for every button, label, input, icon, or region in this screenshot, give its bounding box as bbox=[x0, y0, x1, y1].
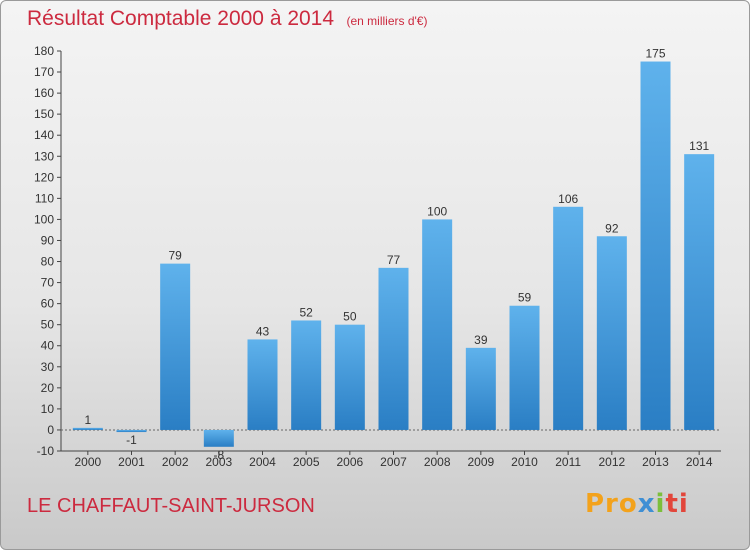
data-label-2012: 92 bbox=[605, 221, 619, 235]
bar-2000 bbox=[72, 427, 103, 430]
data-label-2013: 175 bbox=[645, 47, 665, 61]
bar-2006 bbox=[334, 324, 365, 430]
logo-part-1: Pro bbox=[585, 489, 638, 519]
x-tick-label: 2000 bbox=[74, 455, 101, 469]
data-label-2007: 77 bbox=[387, 253, 401, 267]
y-tick-label: 140 bbox=[34, 128, 54, 142]
y-tick-label: 160 bbox=[34, 86, 54, 100]
data-label-2003: -8 bbox=[213, 448, 224, 462]
y-tick-label: 0 bbox=[47, 423, 54, 437]
y-tick-label: 150 bbox=[34, 107, 54, 121]
bar-2009 bbox=[465, 347, 496, 430]
y-tick-label: 40 bbox=[41, 339, 55, 353]
bar-2002 bbox=[160, 263, 191, 430]
bar-2011 bbox=[553, 206, 584, 430]
logo-part-2: x bbox=[637, 489, 656, 519]
bar-2013 bbox=[640, 61, 671, 430]
data-label-2000: 1 bbox=[84, 413, 91, 427]
chart-bars bbox=[72, 61, 715, 447]
bar-2008 bbox=[422, 219, 453, 430]
logo-part-4: ti bbox=[665, 489, 689, 519]
bar-2004 bbox=[247, 339, 278, 430]
chart-subtitle: (en milliers d'€) bbox=[346, 14, 428, 28]
data-label-2002: 79 bbox=[168, 249, 182, 263]
y-tick-label: 110 bbox=[35, 191, 54, 205]
bar-2010 bbox=[509, 305, 540, 430]
x-tick-label: 2003 bbox=[205, 455, 232, 469]
data-label-2009: 39 bbox=[474, 333, 488, 347]
y-tick-label: -10 bbox=[37, 444, 55, 458]
y-tick-label: 50 bbox=[41, 318, 55, 332]
bar-2012 bbox=[596, 236, 627, 430]
y-tick-label: 180 bbox=[34, 44, 54, 58]
x-tick-label: 2009 bbox=[467, 455, 494, 469]
y-tick-label: 30 bbox=[41, 360, 55, 374]
data-label-2010: 59 bbox=[518, 291, 532, 305]
data-label-2008: 100 bbox=[427, 204, 447, 218]
commune-name: LE CHAFFAUT-SAINT-JURSON bbox=[27, 495, 315, 517]
y-tick-label: 120 bbox=[34, 170, 54, 184]
x-tick-label: 2001 bbox=[118, 455, 145, 469]
bar-2003 bbox=[203, 429, 234, 447]
x-tick-label: 2010 bbox=[511, 455, 538, 469]
y-tick-label: 20 bbox=[41, 381, 55, 395]
bar-2014 bbox=[684, 154, 715, 430]
data-label-2014: 131 bbox=[689, 139, 709, 153]
x-tick-label: 2005 bbox=[293, 455, 320, 469]
chart-title-main: Résultat Comptable 2000 à 2014 bbox=[27, 7, 335, 30]
bar-2007 bbox=[378, 267, 409, 430]
x-tick-label: 2007 bbox=[380, 455, 407, 469]
y-tick-label: 130 bbox=[34, 149, 54, 163]
proxiti-logo: Proxiti bbox=[585, 489, 689, 519]
x-tick-label: 2006 bbox=[336, 455, 363, 469]
x-tick-label: 2004 bbox=[249, 455, 276, 469]
y-tick-label: 80 bbox=[41, 255, 55, 269]
y-tick-label: 90 bbox=[41, 233, 55, 247]
y-tick-label: 70 bbox=[41, 276, 55, 290]
data-label-2006: 50 bbox=[343, 310, 357, 324]
y-tick-label: 10 bbox=[41, 402, 55, 416]
x-tick-label: 2008 bbox=[424, 455, 451, 469]
y-tick-label: 60 bbox=[41, 297, 55, 311]
chart-title: Résultat Comptable 2000 à 2014 (en milli… bbox=[27, 7, 427, 31]
data-label-2001: -1 bbox=[126, 433, 137, 447]
data-label-2004: 43 bbox=[256, 324, 270, 338]
bar-2005 bbox=[291, 320, 322, 430]
x-tick-label: 2013 bbox=[642, 455, 669, 469]
x-tick-label: 2011 bbox=[555, 455, 581, 469]
x-tick-label: 2014 bbox=[686, 455, 713, 469]
data-label-2011: 106 bbox=[558, 192, 578, 206]
bar-2001 bbox=[116, 429, 147, 433]
data-label-2005: 52 bbox=[299, 305, 313, 319]
y-tick-label: 170 bbox=[34, 65, 54, 79]
logo-part-3: i bbox=[655, 489, 666, 519]
x-tick-label: 2002 bbox=[162, 455, 189, 469]
y-tick-label: 100 bbox=[34, 212, 54, 226]
chart-data-labels: 1 -1 79 -8 43 52 50 77 100 39 59 106 92 175 131 bbox=[84, 47, 709, 462]
x-tick-label: 2012 bbox=[598, 455, 625, 469]
